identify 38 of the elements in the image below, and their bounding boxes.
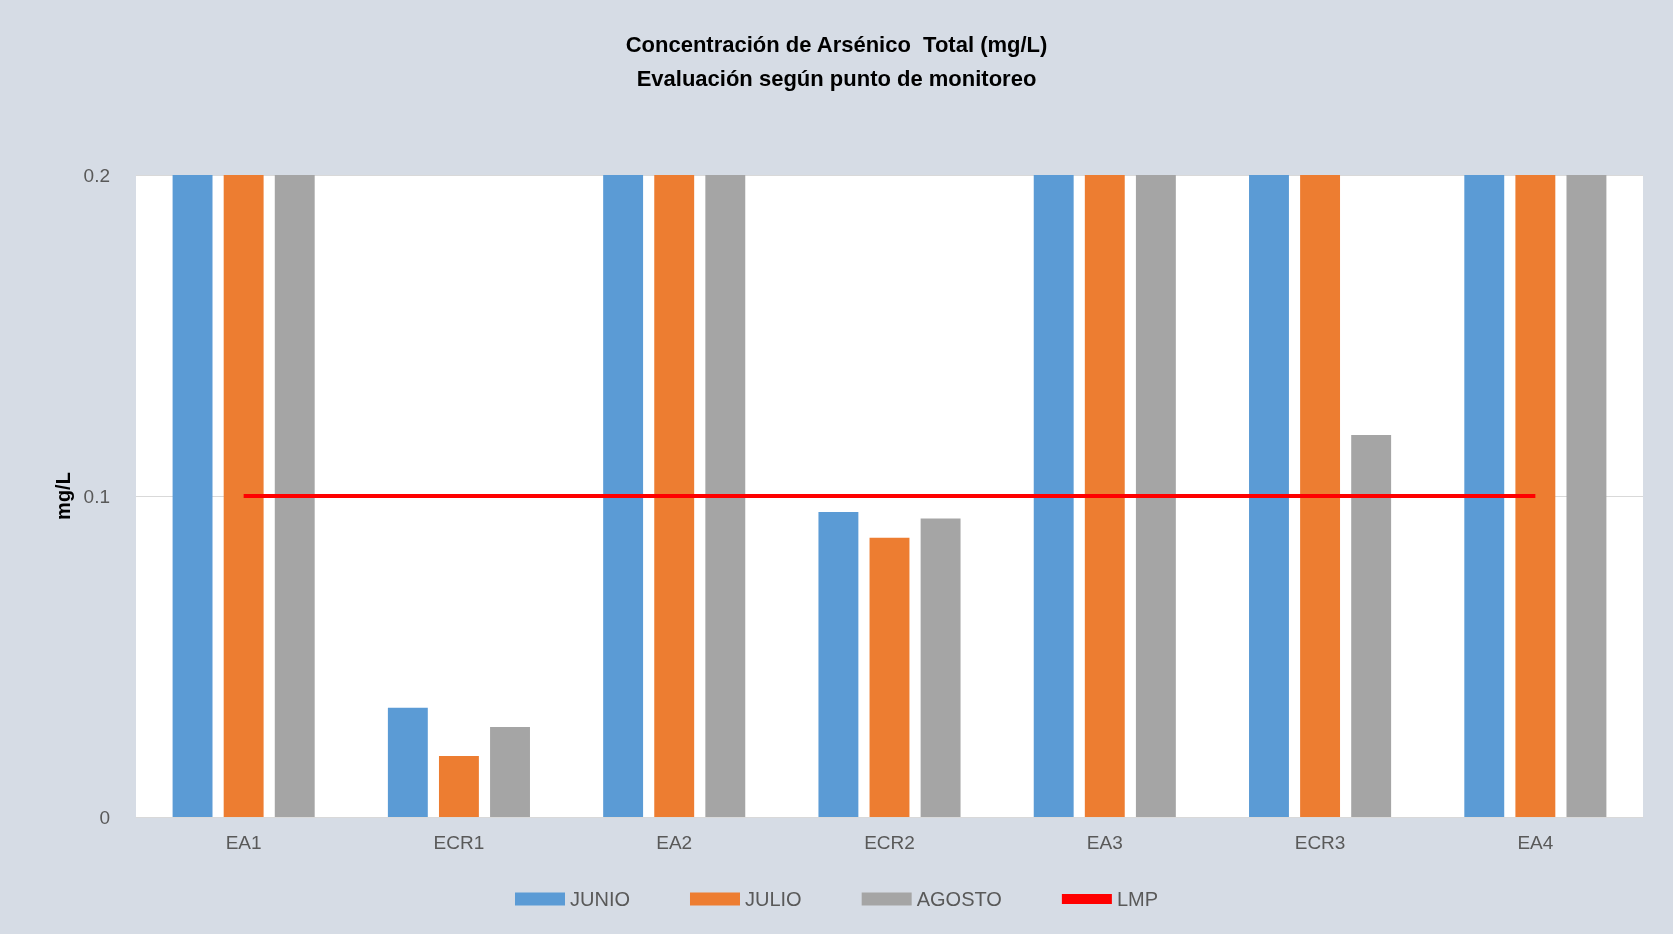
x-tick-label: EA1 — [225, 832, 262, 853]
legend-label: LMP — [1116, 888, 1159, 910]
x-tick-label: EA3 — [1086, 832, 1123, 853]
bar — [438, 756, 479, 817]
y-tick-label: 0 — [99, 806, 110, 828]
bar — [1515, 175, 1556, 817]
x-tick-label: ECR3 — [1294, 832, 1346, 853]
legend-label: JULIO — [745, 888, 802, 910]
bar — [869, 537, 910, 817]
bar — [1084, 175, 1125, 817]
y-tick-label: 0.1 — [83, 485, 110, 507]
bar — [1464, 175, 1505, 817]
bar — [274, 175, 315, 817]
bar — [920, 518, 961, 817]
legend-label: JUNIO — [570, 888, 630, 910]
bar — [1300, 175, 1341, 817]
bar — [1033, 175, 1074, 817]
bar — [818, 512, 859, 817]
bar — [387, 707, 428, 817]
y-tick-label: 0.2 — [83, 164, 110, 186]
x-tick-label: EA2 — [656, 832, 693, 853]
y-axis-title: mg/L — [51, 472, 74, 520]
bar — [223, 175, 264, 817]
bar — [1351, 435, 1392, 817]
x-tick-label: EA4 — [1517, 832, 1554, 853]
bar — [654, 175, 695, 817]
x-tick-label: ECR1 — [433, 832, 485, 853]
legend-label: AGOSTO — [916, 888, 1002, 910]
bar — [705, 175, 746, 817]
bar — [1135, 175, 1176, 817]
bar — [490, 727, 530, 817]
bar — [1566, 175, 1607, 817]
bar — [1249, 175, 1289, 817]
x-tick-label: ECR2 — [864, 832, 915, 853]
chart-subtitle: Evaluación según punto de monitoreo — [636, 65, 1037, 91]
chart-title: Concentración de Arsénico Total (mg/L) — [625, 31, 1048, 57]
bar — [603, 175, 644, 817]
bar — [172, 175, 213, 817]
